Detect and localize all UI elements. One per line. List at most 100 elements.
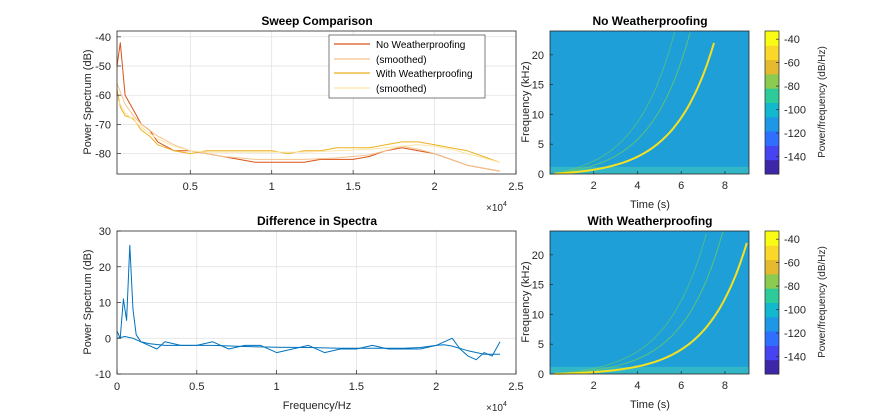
colorbar-top: -140 -120 -100 -80 -60 -40 xyxy=(764,30,806,175)
colorbar-tick-label: -140 xyxy=(784,151,806,163)
harmonic-2 xyxy=(554,32,691,174)
colorbar-bottom-label: Power/frequency (dB/Hz) xyxy=(817,246,828,358)
y-tick-label: 20 xyxy=(99,262,111,274)
colorbar-tick-label: -40 xyxy=(784,234,800,246)
spectrogram-top-image xyxy=(550,31,749,175)
harmonic-3 xyxy=(554,31,676,174)
x-tick-label: 8 xyxy=(722,380,728,392)
colorbar-segment xyxy=(765,145,779,161)
colorbar-segment xyxy=(765,359,779,375)
colorbar-tick-label: -80 xyxy=(784,281,800,293)
colorbar-segment xyxy=(765,159,779,175)
difference-y-label: Power Spectrum (dB) xyxy=(82,249,94,354)
colorbar-segment xyxy=(765,31,779,46)
x-tick-label: 0 xyxy=(114,381,120,393)
colorbar-segment xyxy=(765,102,779,118)
colorbar-tick-label: -80 xyxy=(784,81,800,93)
colorbar-tick-label: -60 xyxy=(784,258,800,270)
exponent-power: 4 xyxy=(503,201,507,208)
x-tick-label: 2.5 xyxy=(508,181,523,193)
difference-x-label: Frequency/Hz xyxy=(283,400,351,412)
y-tick-label: 20 xyxy=(532,250,544,262)
colorbar-frame xyxy=(764,30,780,175)
series-line-0 xyxy=(116,244,501,361)
x-tick-label: 0.5 xyxy=(183,181,198,193)
spectrogram-top-ticks: 2 4 6 8 0 5 10 15 20 xyxy=(532,50,728,192)
colorbar-segment xyxy=(765,273,779,289)
colorbar-segment xyxy=(765,316,779,332)
colorbar-segment xyxy=(765,331,779,346)
spectrogram-bottom-title: With Weatherproofing xyxy=(588,214,713,228)
y-tick-label: 5 xyxy=(538,139,544,151)
exponent-power: 4 xyxy=(503,401,507,408)
colorbar-segment xyxy=(765,131,779,146)
series-line-3 xyxy=(116,97,500,163)
sweep-comparison-chart: Sweep Comparison 0.5 1 1.5 2 2.5 -80 -70 -60 -50… xyxy=(82,14,524,214)
spectrogram-top-axes-box xyxy=(549,30,750,175)
y-tick-label: 0 xyxy=(538,369,544,381)
colorbar-segment xyxy=(765,259,779,275)
sweep-comparison-lines xyxy=(116,42,500,172)
y-tick-label: 20 xyxy=(532,50,544,62)
spectrogram-bottom-x-label: Time (s) xyxy=(630,399,670,411)
spectrogram-bottom-ticks: 2 4 6 8 0 5 10 15 20 xyxy=(532,250,728,392)
series-line-2 xyxy=(116,89,500,163)
colorbar-segment xyxy=(765,116,779,132)
x-tick-label: 0.5 xyxy=(189,381,204,393)
colorbar-segment xyxy=(765,231,779,246)
series-line-1 xyxy=(116,336,500,355)
y-tick-label: 10 xyxy=(532,309,544,321)
sweep-comparison-y-label: Power Spectrum (dB) xyxy=(82,49,94,154)
x-tick-label: 1.5 xyxy=(349,381,364,393)
y-tick-label: 0 xyxy=(538,169,544,181)
colorbar-segment xyxy=(765,88,779,103)
y-tick-label: 0 xyxy=(105,333,111,345)
colorbar-segment xyxy=(765,302,779,318)
x-tick-label: 6 xyxy=(678,380,684,392)
harmonic-3 xyxy=(554,233,707,375)
colorbar-segment xyxy=(765,288,779,303)
spectrogram-bottom-axes-box xyxy=(549,230,750,375)
legend: No Weatherproofing (smoothed) With Weath… xyxy=(328,34,486,99)
sweep-comparison-ticks: 0.5 1 1.5 2 2.5 -80 -70 -60 -50 -40 xyxy=(95,32,524,193)
x-tick-label: 4 xyxy=(634,180,640,192)
spectrogram-bottom-image xyxy=(550,231,749,375)
x-tick-label: 8 xyxy=(722,180,728,192)
difference-chart: Difference in Spectra 0 0.5 1 1.5 2 2.5-10010… xyxy=(82,214,524,414)
x-tick-label: 2 xyxy=(591,180,597,192)
spectrogram-with-weatherproofing: With Weatherproofing 2 4 6 8 0 5 10 15 20 Freque… xyxy=(520,214,828,411)
y-tick-label: -10 xyxy=(95,369,111,381)
sweep-curve xyxy=(554,242,748,375)
x-tick-label: 2 xyxy=(432,181,438,193)
legend-label-no-weatherproofing: No Weatherproofing xyxy=(376,40,465,51)
series-line-1 xyxy=(116,83,500,172)
y-tick-label: 15 xyxy=(532,280,544,292)
difference-x-exponent: ×104 xyxy=(486,401,507,414)
x-tick-label: 2 xyxy=(591,380,597,392)
y-tick-label: 10 xyxy=(532,109,544,121)
colorbar-tick-label: -140 xyxy=(784,351,806,363)
y-tick-label: -40 xyxy=(95,32,111,44)
difference-title: Difference in Spectra xyxy=(257,214,377,228)
colorbar-segment xyxy=(765,73,779,89)
colorbar-tick-label: -120 xyxy=(784,128,806,140)
colorbar-segment xyxy=(765,45,779,61)
y-tick-label: -50 xyxy=(95,61,111,73)
spectrogram-no-weatherproofing: No Weatherproofing 2 4 6 8 0 5 10 15 20 Frequenc… xyxy=(520,14,828,211)
colorbar-bottom: -140 -120 -100 -80 -60 -40 xyxy=(764,230,806,375)
colorbar-frame xyxy=(764,230,780,375)
legend-label-with-weatherproofing: With Weatherproofing xyxy=(376,69,473,80)
colorbar-top-label: Power/frequency (dB/Hz) xyxy=(817,46,828,158)
y-tick-label: -80 xyxy=(95,149,111,161)
difference-lines xyxy=(116,244,501,361)
spectrogram-low-band xyxy=(550,166,749,174)
x-tick-label: 2.5 xyxy=(508,381,523,393)
x-tick-label: 6 xyxy=(678,180,684,192)
x-tick-label: 1.5 xyxy=(345,181,360,193)
y-tick-label: 5 xyxy=(538,339,544,351)
colorbar-tick-label: -100 xyxy=(784,305,806,317)
colorbar-tick-label: -60 xyxy=(784,58,800,70)
spectrogram-top-x-label: Time (s) xyxy=(630,199,670,211)
